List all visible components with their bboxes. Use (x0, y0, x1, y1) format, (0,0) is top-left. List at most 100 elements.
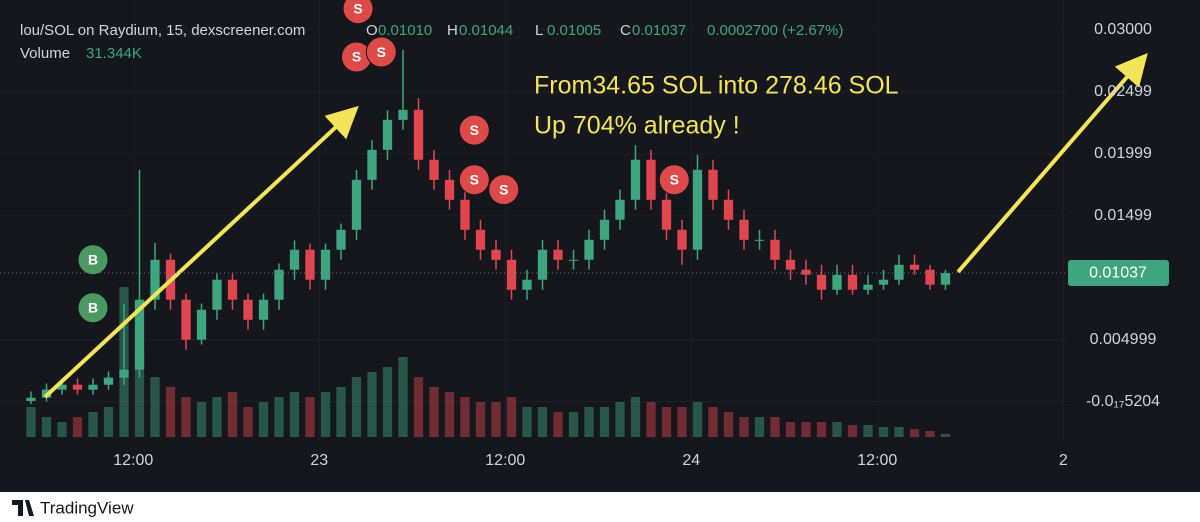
ohlc-value: 0.01005 (547, 22, 601, 39)
trade-marker (458, 114, 490, 146)
last-price-label: 0.01037 (1089, 264, 1147, 281)
volume-bar (351, 377, 362, 437)
candle-body (630, 159, 641, 200)
volume-bar (165, 387, 176, 437)
x-tick-label: 12:00 (113, 452, 153, 469)
candle-body (940, 273, 951, 285)
x-tick-label: 24 (682, 452, 700, 469)
candle-body (739, 219, 749, 240)
candle-body (553, 249, 563, 260)
volume-bar (41, 417, 52, 437)
x-tick-label: 12:00 (857, 452, 897, 469)
volume-bar (584, 407, 594, 437)
volume-bar (692, 402, 703, 437)
volume-bar (274, 397, 284, 437)
candle-body (847, 274, 858, 290)
brand: TradingView (40, 498, 134, 517)
candle-layer (26, 49, 951, 405)
volume-bar (57, 422, 67, 437)
candle-body (460, 199, 470, 230)
volume-bar (785, 422, 796, 437)
volume-bar (723, 412, 734, 437)
volume-bar (940, 433, 951, 437)
trade-marker-label: B (88, 251, 98, 267)
ohlc-value: 0.01010 (378, 22, 432, 39)
candle-body (398, 109, 408, 120)
ohlc-key: C (620, 22, 631, 39)
volume-bar (630, 397, 641, 437)
y-tick-label: 0.02499 (1094, 83, 1152, 100)
volume-bar (925, 431, 935, 437)
y-tick-label: 0.004999 (1090, 331, 1157, 348)
y-tick-label: -0.0₁₇5204 (1086, 393, 1160, 410)
volume-bar (909, 429, 920, 437)
x-tick-label: 12:00 (485, 452, 525, 469)
candle-body (212, 279, 222, 310)
volume-bar (832, 422, 842, 437)
volume-bar (708, 407, 718, 437)
volume-bar (537, 407, 548, 437)
volume-bar (847, 425, 858, 437)
candle-body (351, 179, 362, 230)
trade-marker-label: S (670, 171, 679, 187)
volume-bar (72, 417, 83, 437)
volume-bar (305, 397, 315, 437)
candle-body (429, 159, 439, 180)
grid (0, 0, 1068, 440)
last-price-box (1068, 260, 1169, 287)
candle-body (475, 229, 486, 250)
candle-body (708, 169, 718, 200)
candle-body (754, 239, 765, 241)
ohlc-key: O (366, 22, 378, 39)
arrow (956, 52, 1148, 274)
volume-bar (506, 397, 517, 437)
annotation: From34.65 SOL into 278.46 SOL (534, 72, 899, 100)
volume-bar (894, 427, 904, 437)
candle-body (88, 384, 98, 390)
candle-body (491, 249, 501, 260)
candle-body (72, 384, 83, 390)
trade-marker (77, 244, 109, 276)
candle-body (382, 119, 393, 150)
volume-bar (212, 397, 222, 437)
volume-layer (26, 287, 951, 437)
volume-bar (258, 402, 269, 437)
trade-marker-label: S (353, 0, 362, 16)
volume-bar (878, 427, 889, 437)
trade-marker (365, 36, 397, 68)
candle-body (320, 249, 331, 280)
candle-body (584, 239, 594, 260)
ohlc-value: 0.01044 (459, 22, 513, 39)
candle-body (227, 279, 238, 300)
volume-bar (646, 402, 656, 437)
candle-body (289, 249, 300, 270)
volume-bar (816, 422, 827, 437)
candle-body (816, 274, 827, 290)
x-tick-label: 23 (310, 452, 328, 469)
candle-body (103, 377, 114, 385)
volume-bar (320, 392, 331, 437)
candle-body (692, 169, 703, 250)
trade-marker-label: S (377, 44, 386, 60)
trade-marker (77, 292, 109, 324)
volume-bar (770, 417, 780, 437)
volume-bar (134, 347, 145, 437)
candle-body (444, 179, 455, 200)
change: 0.0002700 (+2.67%) (707, 22, 843, 39)
candle-body (646, 159, 656, 200)
volume-bar (88, 412, 98, 437)
volume-bar (150, 377, 160, 437)
x-tick-label: 2 (1059, 452, 1068, 469)
ohlc-key: H (447, 22, 458, 39)
chart-title: lou/SOL on Raydium, 15, dexscreener.com (20, 22, 305, 39)
volume-bar (553, 412, 563, 437)
candle-body (506, 259, 517, 290)
candle-body (150, 259, 160, 300)
candle-body (196, 309, 207, 340)
candle-body (258, 299, 269, 320)
volume-bar (367, 372, 377, 437)
candle-body (537, 249, 548, 280)
volume-bar (444, 392, 455, 437)
